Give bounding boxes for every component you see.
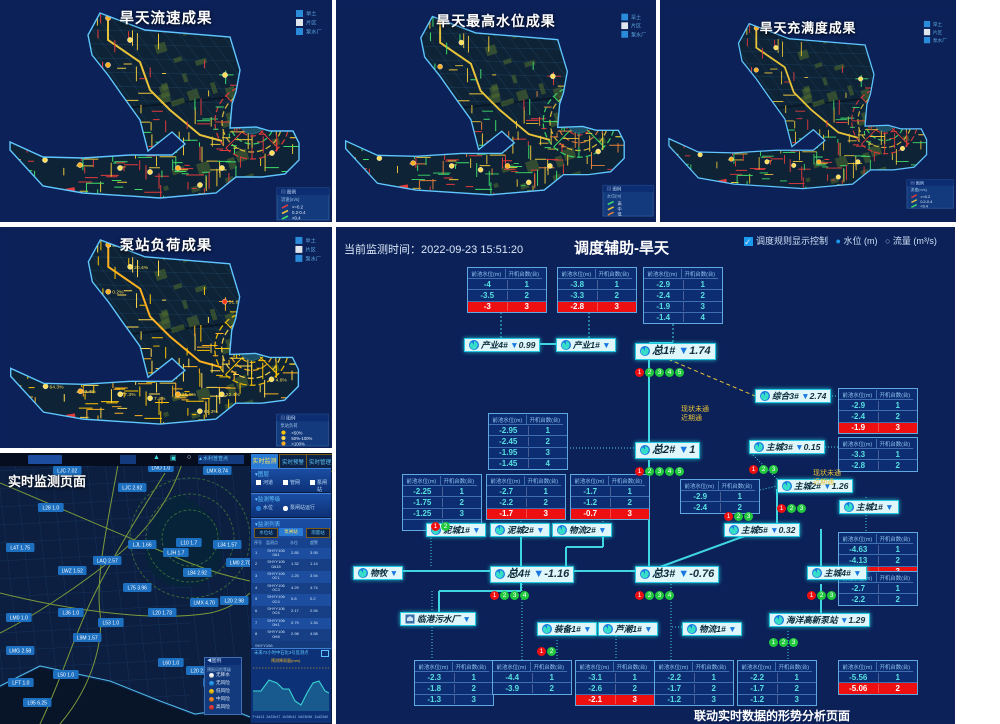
svg-text:流速(m/s): 流速(m/s) — [281, 196, 300, 203]
svg-text:▤ 图例: ▤ 图例 — [607, 185, 622, 192]
svg-text:▤ 图例: ▤ 图例 — [280, 414, 295, 421]
svg-text:L10 1.7: L10 1.7 — [180, 541, 197, 547]
svg-text:69.3%: 69.3% — [204, 409, 219, 415]
svg-text:L95 6.25: L95 6.25 — [27, 701, 47, 707]
svg-text:片区: 片区 — [306, 19, 317, 27]
svg-text:L60 1.0: L60 1.0 — [162, 661, 179, 667]
svg-text:L34 1.57: L34 1.57 — [217, 543, 237, 549]
svg-text:7.3%: 7.3% — [124, 392, 136, 398]
svg-text:泵水厂: 泵水厂 — [631, 31, 646, 38]
svg-text:片区: 片区 — [631, 23, 641, 30]
svg-text:L75 3.96: L75 3.96 — [127, 586, 147, 592]
svg-text:LAQ 2.57: LAQ 2.57 — [97, 559, 118, 565]
svg-text:4.6%: 4.6% — [276, 377, 288, 383]
svg-text:L36 1.0: L36 1.0 — [62, 611, 79, 617]
svg-text:中: 中 — [617, 205, 621, 211]
svg-text:LJC 2.92: LJC 2.92 — [122, 486, 142, 492]
svg-text:L53 1.0: L53 1.0 — [102, 621, 119, 627]
svg-text:22.4%: 22.4% — [226, 392, 241, 398]
svg-text:0.2-0.4: 0.2-0.4 — [920, 200, 933, 204]
svg-text:L4T 1.75: L4T 1.75 — [10, 546, 30, 552]
svg-text:泵站负荷成果: 泵站负荷成果 — [120, 236, 213, 254]
svg-text:泵站负荷: 泵站负荷 — [280, 422, 298, 429]
svg-text:旱土: 旱土 — [305, 236, 316, 244]
svg-text:LMX 8.74: LMX 8.74 — [207, 469, 229, 475]
svg-text:L9M 1.57: L9M 1.57 — [77, 636, 98, 642]
svg-text:L28 1.0: L28 1.0 — [42, 506, 59, 512]
svg-text:低: 低 — [617, 211, 621, 217]
svg-text:25.0%: 25.0% — [182, 392, 197, 398]
svg-text:<0.4: <0.4 — [292, 216, 301, 221]
svg-text:水位(m): 水位(m) — [607, 193, 622, 199]
svg-text:<0.4: <0.4 — [920, 205, 928, 209]
svg-text:LJL 1.66: LJL 1.66 — [133, 543, 152, 549]
svg-text:>=0.2: >=0.2 — [920, 195, 930, 199]
svg-text:>=0.2: >=0.2 — [292, 205, 304, 210]
svg-text:L20 1.73: L20 1.73 — [152, 611, 172, 617]
svg-text:50%-100%: 50%-100% — [291, 436, 312, 441]
svg-text:64.3%: 64.3% — [50, 384, 65, 390]
svg-text:旱土: 旱土 — [306, 10, 317, 18]
svg-text:0.2%: 0.2% — [112, 290, 124, 296]
svg-text:LWZ 1.52: LWZ 1.52 — [62, 569, 84, 575]
svg-text:LFT 1.0: LFT 1.0 — [12, 681, 29, 687]
svg-text:L50 1.0: L50 1.0 — [57, 673, 74, 679]
svg-text:>100%: >100% — [291, 442, 305, 447]
svg-text:泵水厂: 泵水厂 — [305, 254, 321, 262]
svg-text:旱土: 旱土 — [631, 14, 641, 21]
svg-text:LM0 1.0: LM0 1.0 — [10, 616, 28, 622]
svg-text:9.4%: 9.4% — [84, 389, 96, 395]
svg-text:LM0 2.70: LM0 2.70 — [230, 561, 250, 567]
svg-text:旱天流速成果: 旱天流速成果 — [120, 9, 213, 27]
svg-text:L84 2.92: L84 2.92 — [187, 571, 207, 577]
svg-text:LJH 1.7: LJH 1.7 — [167, 551, 184, 557]
svg-text:片区: 片区 — [305, 245, 316, 253]
svg-text:▤ 图例: ▤ 图例 — [911, 179, 924, 185]
svg-text:泵水厂: 泵水厂 — [306, 28, 322, 36]
svg-text:LNO 1.0: LNO 1.0 — [152, 466, 171, 472]
svg-text:旱天充满度成果: 旱天充满度成果 — [760, 21, 857, 36]
svg-text:▤ 图例: ▤ 图例 — [281, 188, 296, 195]
svg-text:高: 高 — [617, 200, 621, 206]
svg-text:LMX 4.70: LMX 4.70 — [194, 601, 216, 607]
svg-text:7.4%: 7.4% — [154, 396, 166, 402]
svg-text:0.2-0.4: 0.2-0.4 — [292, 210, 306, 215]
svg-text:<50%: <50% — [291, 431, 302, 436]
svg-text:20.4%: 20.4% — [134, 265, 149, 271]
svg-text:L20 2.98: L20 2.98 — [224, 599, 244, 605]
svg-text:LMG 2.58: LMG 2.58 — [9, 649, 31, 655]
svg-text:旱天最高水位成果: 旱天最高水位成果 — [436, 13, 555, 29]
svg-text:流速(m/s): 流速(m/s) — [911, 187, 928, 192]
